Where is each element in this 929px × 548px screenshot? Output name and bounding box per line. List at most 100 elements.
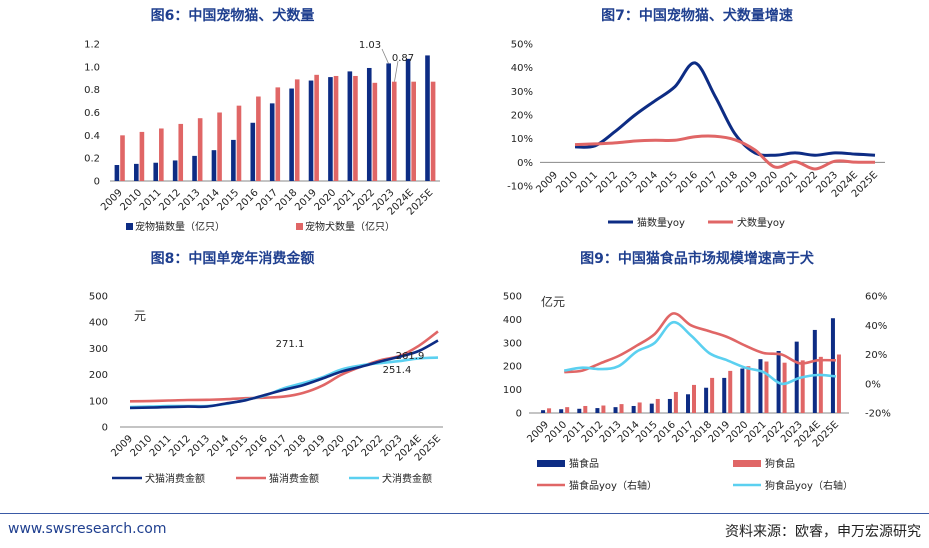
fig6-bar-cat: [231, 139, 236, 181]
fig7-chart: -10%0%10%20%30%40%50%2009201020112012201…: [507, 40, 885, 229]
fig8-unit-label: 元: [134, 309, 146, 323]
fig7-xtick-label: 2016: [674, 170, 700, 196]
fig8-chart: 0100200300400500元271.1261.9251.420092010…: [89, 292, 443, 486]
fig9-ytick-label: 0: [516, 409, 522, 420]
fig7-xtick-label: 2020: [754, 170, 780, 196]
fig7-panel: 图7：中国宠物猫、犬数量增速 -10% 0% 10% 20% 30% 40% 50% 2009…: [465, 0, 929, 245]
fig6-chart: 00.20.40.60.81.01.2200920102011201220132…: [84, 40, 440, 233]
fig6-bar-dog: [372, 82, 378, 181]
fig6-bar-cat: [269, 103, 275, 181]
fig8-ytick-label: 0: [102, 423, 108, 434]
fig9-ytick-label: 500: [503, 292, 522, 303]
fig9-bar-cat: [812, 329, 817, 413]
fig9-bar-dog: [619, 404, 624, 413]
fig6-bar-cat: [347, 71, 353, 181]
fig9-bar-dog: [547, 408, 552, 413]
footer-source: 资料来源：欧睿，申万宏源研究: [725, 524, 921, 540]
fig6-xtick-label: 2020: [313, 187, 339, 213]
fig8-annotation-label: 261.9: [396, 351, 425, 362]
fig9-bar-dog: [673, 391, 678, 413]
fig8-title: 图8：中国单宠年消费金额: [150, 251, 315, 267]
fig9-unit-label: 亿元: [541, 294, 565, 309]
fig6-title: 图6：中国宠物猫、犬数量: [150, 8, 315, 24]
fig7-title: 图7：中国宠物猫、犬数量增速: [601, 8, 793, 24]
fig9-ytick-label: 100: [503, 385, 522, 396]
fig9-panel: 图9：中国猫食品市场规模增速高于犬 0 100 200 300 400 500 -20% 0%…: [465, 245, 929, 510]
fig6-bar-dog: [139, 131, 145, 181]
fig9-legend-cat-label: 猫食品: [569, 457, 599, 470]
fig7-xtick-label: 2021: [774, 170, 800, 196]
fig9-bar-cat: [794, 341, 799, 413]
fig9-bar-cat: [595, 408, 600, 413]
fig7-xtick-label: 2018: [714, 170, 740, 196]
fig9-bar-dog: [818, 356, 823, 413]
fig6-xtick-label: 2017: [254, 187, 280, 213]
fig8-annotation-label: 251.4: [383, 365, 412, 376]
fig9-ytick-label: 200: [503, 362, 522, 373]
fig9-legend-cat-swatch: [537, 460, 565, 467]
fig7-legend-dog-label: 犬数量yoy: [737, 216, 785, 229]
fig6-xtick-label: 2015: [216, 187, 242, 213]
fig8-panel: 图8：中国单宠年消费金额 0 100 200 300 400 500 元 271.1 261.9…: [0, 245, 465, 510]
fig6-legend-dog-label: 宠物犬数量（亿只）: [305, 220, 395, 233]
fig9-bar-dog: [601, 405, 606, 413]
fig6-legend-cat-label: 宠物猫数量（亿只）: [135, 220, 225, 233]
fig6-bar-dog: [430, 81, 436, 181]
fig7-ytick-label: 10%: [511, 134, 533, 145]
fig7-xtick-label: 2011: [574, 170, 600, 196]
fig9-bar-cat: [559, 409, 564, 413]
fig9-bar-dog: [655, 398, 660, 413]
fig6-legend-dog-swatch: [296, 223, 303, 230]
fig8-ytick-label: 500: [89, 292, 108, 303]
fig6-bar-dog: [217, 112, 222, 181]
fig9-legend-cat-yoy-label: 猫食品yoy（右轴）: [569, 479, 657, 492]
fig7-ytick-label: -10%: [507, 182, 533, 193]
fig7-line-dog: [574, 134, 876, 171]
fig7-line-cat: [574, 61, 876, 157]
fig9-bar-cat: [686, 394, 690, 413]
fig6-bar-cat: [192, 155, 197, 181]
fig7-ytick-label: 40%: [511, 63, 533, 74]
fig6-bar-cat: [211, 150, 217, 181]
fig6-bar-dog: [256, 96, 261, 181]
fig8-legend-label: 犬消费金额: [382, 472, 432, 485]
fig9-bar-dog: [836, 354, 841, 413]
fig6-ytick-label: 0.2: [84, 154, 100, 165]
fig6-ytick-label: 0.8: [84, 85, 100, 96]
fig6-annotation-leader: [381, 48, 389, 64]
fig9-bar-cat: [830, 318, 835, 413]
fig6-xtick-label: 2013: [177, 187, 203, 213]
fig8-ytick-label: 200: [89, 370, 108, 381]
fig6-bar-cat: [366, 67, 372, 181]
fig7-xtick-label: 2010: [554, 170, 580, 196]
fig9-bar-dog: [764, 361, 769, 413]
fig6-annotation-leader: [394, 60, 399, 82]
fig6-bar-dog: [353, 75, 358, 181]
footer-divider: [0, 513, 929, 514]
fig7-xtick-label: 2009: [534, 170, 560, 196]
fig6-bar-dog: [294, 79, 300, 181]
fig6-xtick-label: 2010: [118, 187, 144, 213]
fig9-bar-dog: [746, 366, 751, 413]
fig9-bar-cat: [740, 368, 745, 413]
fig9-bar-cat: [667, 398, 672, 413]
fig6-xtick-label: 2009: [99, 187, 125, 213]
fig9-legend-dog-swatch: [733, 460, 761, 467]
fig9-ytick-label: 300: [503, 338, 522, 349]
fig7-xtick-label: 2014: [634, 170, 660, 196]
fig9-ytick-label: 400: [503, 315, 522, 326]
fig7-ytick-label: 0%: [517, 158, 533, 169]
fig7-legend-cat-label: 猫数量yoy: [637, 216, 685, 229]
fig8-legend-label: 犬猫消费金额: [145, 472, 205, 485]
fig9-chart: 0100200300400500-20%0%20%40%60%亿元2009201…: [503, 292, 891, 493]
fig9-bar-cat: [613, 407, 618, 413]
fig6-bar-cat: [250, 122, 256, 181]
fig9-bar-cat: [704, 387, 709, 413]
fig9-bar-cat: [631, 405, 636, 413]
fig6-bar-cat: [308, 80, 314, 181]
fig9-right-ytick-label: 40%: [865, 321, 887, 332]
footer-website[interactable]: www.swsresearch.com: [8, 521, 167, 537]
fig6-bar-dog: [275, 87, 281, 181]
fig9-bar-dog: [565, 407, 570, 413]
fig9-bar-cat: [649, 403, 654, 413]
